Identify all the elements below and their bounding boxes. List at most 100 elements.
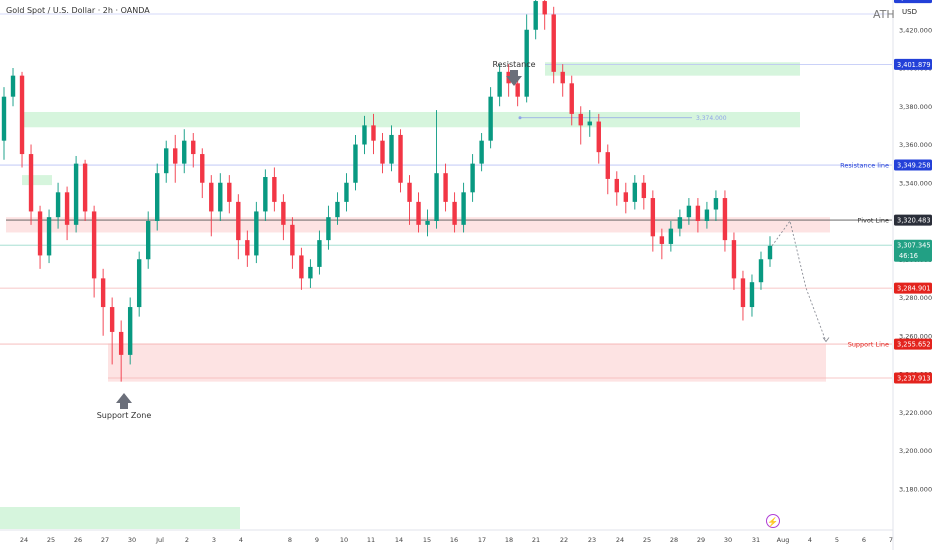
price-tick-label: 3,220.000 <box>899 409 932 417</box>
candle-body <box>191 140 196 155</box>
candle-body <box>740 278 746 308</box>
ath-label: ATH <box>873 8 895 21</box>
time-tick-label: 17 <box>478 536 486 544</box>
candlestick-series <box>1 0 773 382</box>
pivot-line-label: Pivot Line <box>857 217 889 225</box>
price-badge <box>894 214 932 226</box>
candle-body <box>290 224 295 256</box>
price-badge <box>894 338 932 350</box>
support-arrow-icon <box>116 393 132 409</box>
candle-body <box>245 240 250 256</box>
candle-body <box>236 201 241 241</box>
symbol-title: Gold Spot / U.S. Dollar · 2h · OANDA <box>6 6 150 15</box>
candle-body <box>28 154 34 212</box>
price-axis-bg <box>893 0 932 550</box>
candle-body <box>470 163 475 193</box>
price-tick-label: 3,200.000 <box>899 447 932 455</box>
candle-body <box>587 121 592 126</box>
candle-body <box>461 192 466 225</box>
upper-resistance-zone <box>545 62 800 76</box>
candle-body <box>398 134 403 183</box>
candle-body <box>109 307 115 332</box>
time-tick-label: 30 <box>128 536 136 544</box>
candle-body <box>542 1 547 15</box>
candle-body <box>281 201 286 225</box>
candle-body <box>127 307 133 355</box>
candle-body <box>299 255 304 279</box>
projection-line <box>771 219 827 342</box>
candle-body <box>64 192 70 225</box>
time-tick-label: 21 <box>532 536 540 544</box>
candle-body <box>371 125 376 141</box>
candle-body <box>37 211 43 256</box>
level-lines <box>0 13 892 379</box>
mid-level-dot <box>518 116 522 120</box>
candle-body <box>209 182 214 212</box>
candle-body <box>353 144 358 183</box>
price-badge <box>894 159 932 171</box>
candle-body <box>767 245 773 260</box>
candle-body <box>443 173 448 202</box>
candle-body <box>218 182 223 212</box>
candle-body <box>164 148 169 174</box>
candle-body <box>407 182 412 202</box>
time-tick-label: 25 <box>47 536 55 544</box>
candle-body <box>19 75 25 155</box>
price-badge <box>894 372 932 384</box>
candle-body <box>73 163 79 225</box>
time-tick-label: 14 <box>395 536 403 544</box>
chart-zones <box>0 62 830 529</box>
resistance-arrow-icon <box>506 70 522 86</box>
candle-body <box>668 228 674 244</box>
price-badge-value: 3,307.345 <box>897 242 931 250</box>
candle-body <box>344 182 349 202</box>
candle-body <box>731 240 737 279</box>
candle-body <box>686 205 692 218</box>
time-tick-label: 6 <box>862 536 866 544</box>
resistance-label: Resistance <box>492 60 535 69</box>
candle-body <box>82 163 88 212</box>
candle-body <box>136 259 142 308</box>
candle-body <box>632 182 638 202</box>
lightning-icon[interactable]: ⚡ <box>766 514 780 528</box>
time-tick-label: 11 <box>367 536 375 544</box>
candle-body <box>10 75 16 97</box>
resistance-zone <box>22 111 800 128</box>
price-badge <box>894 282 932 294</box>
currency-label[interactable]: USD <box>902 8 917 16</box>
candle-body <box>641 182 647 199</box>
time-tick-label: 7 <box>889 536 893 544</box>
pivot-zone <box>6 217 830 233</box>
candle-body <box>272 177 277 202</box>
candle-body <box>416 201 421 225</box>
candle-body <box>182 140 187 164</box>
price-tick-label: 3,280.000 <box>899 294 932 302</box>
time-tick-label: 30 <box>724 536 732 544</box>
candle-body <box>758 259 764 283</box>
candle-body <box>326 217 331 241</box>
price-tick-label: 3,260.000 <box>899 332 932 340</box>
candle-body <box>488 96 493 141</box>
time-tick-label: 25 <box>643 536 651 544</box>
candle-body <box>55 192 61 218</box>
time-tick-label: 28 <box>670 536 678 544</box>
time-tick-label: 22 <box>560 536 568 544</box>
candle-body <box>749 282 755 308</box>
projection-arrowhead <box>822 337 830 343</box>
candle-body <box>100 278 106 308</box>
candle-body <box>677 217 683 229</box>
time-tick-label: 10 <box>340 536 348 544</box>
price-badge <box>894 0 932 4</box>
candle-body <box>614 178 619 193</box>
candle-body <box>560 71 565 84</box>
time-tick-label: 3 <box>212 536 216 544</box>
price-badge <box>894 239 932 262</box>
candle-body <box>578 113 583 126</box>
candle-body <box>479 140 484 164</box>
price-axis[interactable]: 3,180.0003,200.0003,220.0003,240.0003,26… <box>892 0 932 550</box>
candle-body <box>524 29 529 97</box>
time-tick-label: 23 <box>588 536 596 544</box>
candle-body <box>91 211 97 279</box>
time-tick-label: 2 <box>185 536 189 544</box>
